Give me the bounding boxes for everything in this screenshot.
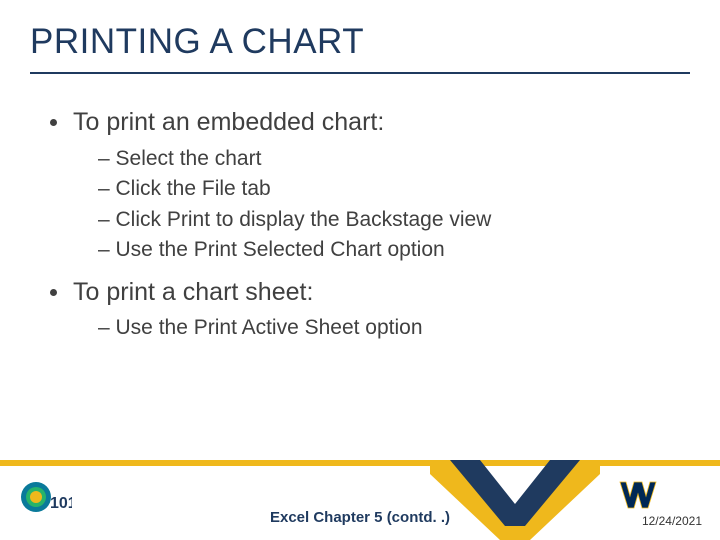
footer-background <box>0 466 720 540</box>
bullet-level2: Use the Print Selected Chart option <box>98 235 680 265</box>
bullet-level2: Click Print to display the Backstage vie… <box>98 205 680 235</box>
bullet-level2: Use the Print Active Sheet option <box>98 313 680 343</box>
bullet-level1: To print an embedded chart: <box>50 106 680 140</box>
sub-bullet-group: Use the Print Active Sheet option <box>98 313 680 343</box>
bullet-level1: To print a chart sheet: <box>50 276 680 310</box>
bullet-text: To print an embedded chart: <box>73 106 384 140</box>
sub-bullet-group: Select the chart Click the File tab Clic… <box>98 144 680 266</box>
wv-logo-icon <box>618 480 658 510</box>
footer: 101 Excel Chapter 5 (contd. .) 12/24/202… <box>0 460 720 540</box>
bullet-text: To print a chart sheet: <box>73 276 313 310</box>
bullet-level2: Click the File tab <box>98 174 680 204</box>
slide: PRINTING A CHART To print an embedded ch… <box>0 0 720 540</box>
bullet-dot-icon <box>50 119 57 126</box>
footer-center-text: Excel Chapter 5 (contd. .) <box>0 509 720 526</box>
slide-title: PRINTING A CHART <box>30 22 364 62</box>
title-underline <box>30 72 690 74</box>
slide-body: To print an embedded chart: Select the c… <box>50 98 680 354</box>
bullet-level2: Select the chart <box>98 144 680 174</box>
bullet-dot-icon <box>50 289 57 296</box>
slide-date-number: 12/24/2021 <box>642 514 702 528</box>
